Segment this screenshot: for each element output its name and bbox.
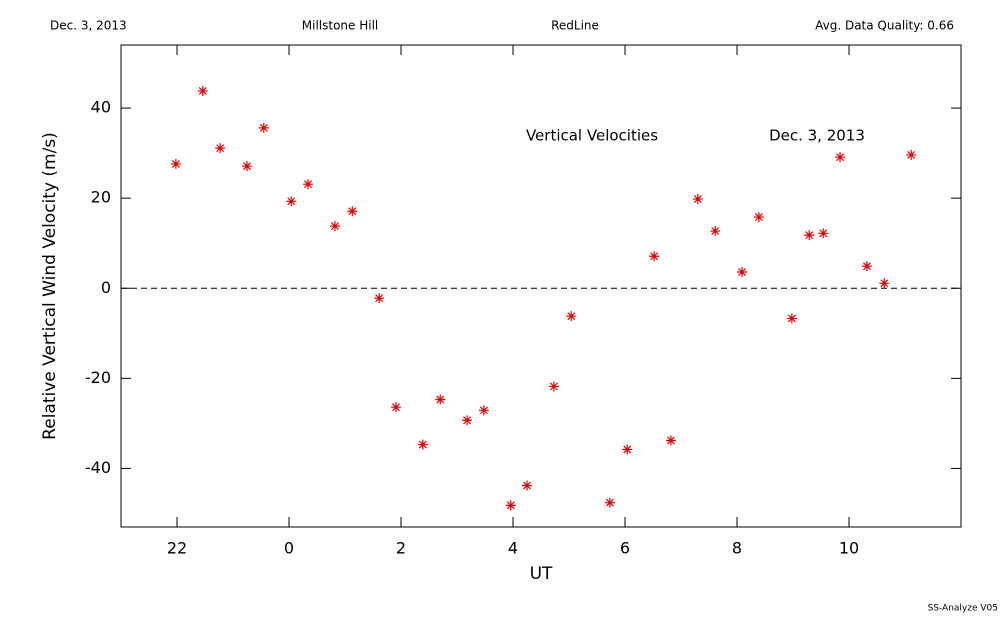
- data-point: [879, 278, 890, 289]
- x-tick-label: 6: [620, 539, 630, 558]
- data-point: [435, 394, 446, 405]
- data-point: [417, 439, 428, 450]
- plot-frame: [120, 44, 962, 528]
- data-point: [786, 313, 797, 324]
- x-tick-label: 22: [167, 539, 187, 558]
- y-axis-label: Relative Vertical Wind Velocity (m/s): [40, 132, 60, 440]
- x-axis-label: UT: [530, 564, 553, 584]
- header-date: Dec. 3, 2013: [50, 19, 127, 33]
- y-tick-label: 0: [101, 278, 111, 297]
- data-point: [548, 381, 559, 392]
- y-tick-label: -20: [85, 368, 111, 387]
- x-tick-label: 2: [396, 539, 406, 558]
- data-point: [242, 161, 252, 172]
- data-point: [566, 311, 577, 322]
- header-line: RedLine: [551, 19, 599, 33]
- data-point: [462, 415, 473, 426]
- data-point: [215, 143, 226, 154]
- y-tick-label: 20: [91, 188, 111, 207]
- data-point: [197, 85, 208, 96]
- y-tick-label: -40: [85, 458, 111, 477]
- data-point: [604, 497, 615, 508]
- data-point: [737, 267, 748, 278]
- x-tick-label: 10: [839, 539, 859, 558]
- data-point: [804, 230, 815, 241]
- x-tick-label: 8: [732, 539, 742, 558]
- data-point: [622, 444, 633, 455]
- data-point: [649, 251, 660, 262]
- data-point: [665, 435, 676, 446]
- x-tick-label: 0: [284, 539, 294, 558]
- data-point: [861, 261, 872, 272]
- data-point: [374, 293, 385, 304]
- header-site: Millstone Hill: [302, 19, 378, 33]
- data-point: [522, 480, 532, 491]
- annotation: Dec. 3, 2013: [769, 127, 865, 145]
- data-point: [258, 122, 269, 133]
- data-point: [505, 500, 516, 511]
- data-point: [390, 402, 401, 413]
- data-point: [906, 149, 917, 160]
- data-point: [303, 179, 314, 190]
- annotation: Vertical Velocities: [526, 127, 658, 145]
- x-tick-label: 4: [508, 539, 518, 558]
- data-point: [170, 158, 181, 169]
- data-point: [329, 221, 340, 232]
- y-tick-label: 40: [91, 98, 111, 117]
- data-point: [692, 194, 703, 205]
- data-point: [753, 212, 764, 223]
- data-point: [478, 405, 489, 416]
- data-point: [286, 196, 297, 207]
- header-quality: Avg. Data Quality: 0.66: [815, 19, 954, 33]
- footer: SS-Analyze V05: [928, 604, 998, 614]
- data-point: [818, 228, 829, 239]
- data-point: [710, 226, 721, 237]
- data-point: [347, 206, 358, 217]
- data-point: [835, 152, 846, 163]
